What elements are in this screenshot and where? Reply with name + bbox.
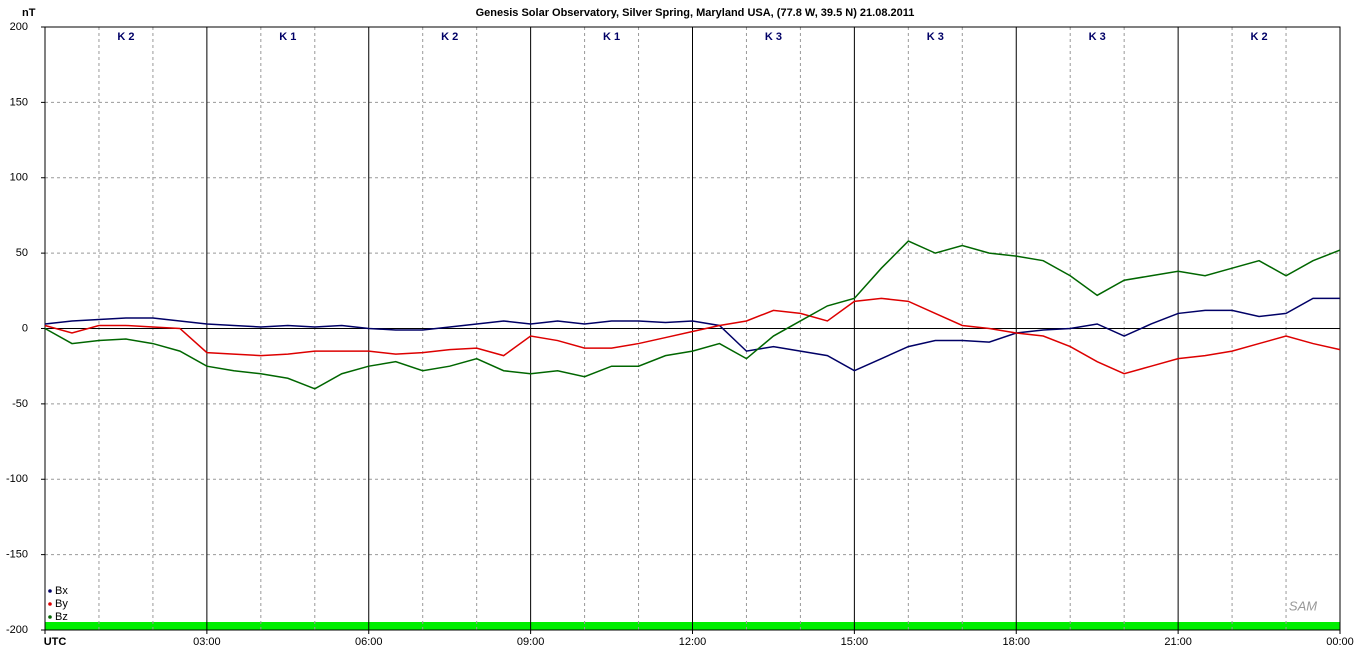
legend-label: Bx bbox=[55, 585, 68, 597]
chart-title: Genesis Solar Observatory, Silver Spring… bbox=[476, 7, 915, 19]
k-index: K 3 bbox=[1089, 31, 1106, 43]
legend-label: By bbox=[55, 598, 68, 610]
legend-label: Bz bbox=[55, 611, 68, 623]
k-index: K 2 bbox=[1251, 31, 1268, 43]
y-axis-label: nT bbox=[22, 7, 36, 19]
k-index: K 2 bbox=[441, 31, 458, 43]
y-tick-label: -200 bbox=[6, 624, 28, 636]
y-tick-label: 0 bbox=[22, 322, 28, 334]
y-tick-label: -100 bbox=[6, 473, 28, 485]
k-index: K 3 bbox=[765, 31, 782, 43]
k-index: K 1 bbox=[279, 31, 296, 43]
series-line bbox=[44, 297, 1340, 372]
x-tick-label: UTC bbox=[44, 636, 67, 648]
legend-marker bbox=[48, 602, 52, 606]
k-index: K 3 bbox=[927, 31, 944, 43]
x-tick-label: 09:00 bbox=[517, 636, 545, 648]
legend-marker bbox=[48, 615, 52, 619]
k-index: K 2 bbox=[117, 31, 134, 43]
series-line bbox=[44, 240, 1341, 390]
y-tick-label: 100 bbox=[10, 172, 28, 184]
legend-marker bbox=[48, 589, 52, 593]
y-tick-label: 50 bbox=[16, 247, 28, 259]
logo: SAM bbox=[1289, 598, 1317, 613]
k-index: K 1 bbox=[603, 31, 620, 43]
x-tick-label: 18:00 bbox=[1002, 636, 1030, 648]
y-tick-label: 150 bbox=[10, 96, 28, 108]
x-tick-label: 15:00 bbox=[841, 636, 869, 648]
y-tick-label: -150 bbox=[6, 549, 28, 561]
x-tick-label: 12:00 bbox=[679, 636, 707, 648]
x-tick-label: 03:00 bbox=[193, 636, 221, 648]
x-tick-label: 06:00 bbox=[355, 636, 383, 648]
x-tick-label: 00:00 bbox=[1326, 636, 1354, 648]
x-tick-label: 21:00 bbox=[1164, 636, 1192, 648]
y-tick-label: 200 bbox=[10, 21, 28, 33]
series-line bbox=[44, 297, 1341, 375]
y-tick-label: -50 bbox=[12, 398, 28, 410]
